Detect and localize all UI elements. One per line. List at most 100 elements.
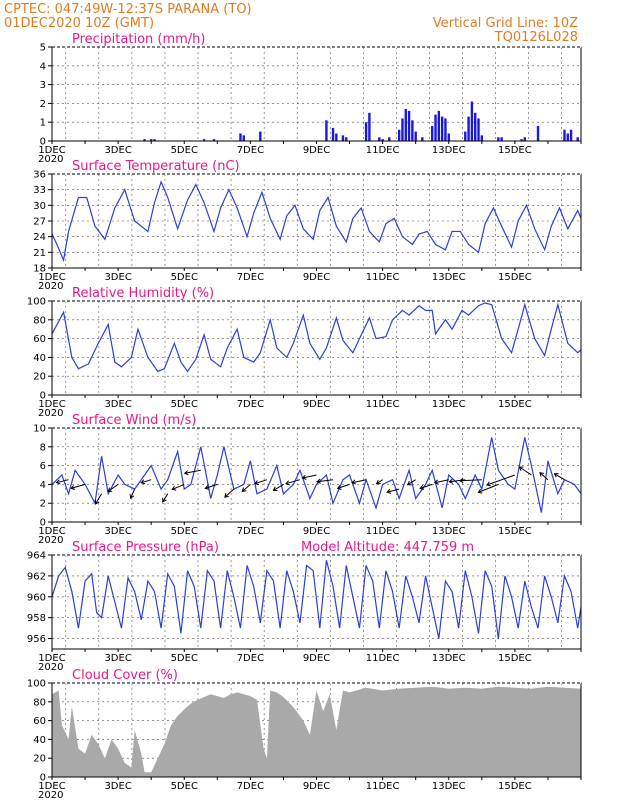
pres-series-line <box>51 560 582 639</box>
precip-bar <box>401 118 404 141</box>
y-tick-label: 100 <box>27 297 46 308</box>
wind-vector-head <box>224 493 229 498</box>
precip-bar <box>431 125 434 141</box>
wind-vector <box>434 479 449 484</box>
y-tick-label: 40 <box>33 735 46 746</box>
x-tick-label: 11DEC <box>366 399 400 410</box>
header-grid-note: Vertical Grid Line: 10Z <box>433 16 578 31</box>
y-tick-label: 80 <box>33 315 46 326</box>
x-tick-label: 15DEC <box>498 526 532 537</box>
precip-bar <box>520 139 523 141</box>
wind-vector-head <box>140 479 146 485</box>
x-tick-label: 1DEC <box>38 272 65 283</box>
precip-bar <box>341 135 345 141</box>
wind-vector <box>337 483 350 489</box>
wind-vector <box>184 469 201 474</box>
y-tick-label: 0 <box>40 773 46 784</box>
y-tick-label: 0 <box>40 518 46 529</box>
y-tick-label: 4 <box>40 61 46 72</box>
y-tick-label: 80 <box>33 697 46 708</box>
x-tick-label: 5DEC <box>171 399 198 410</box>
precip-bar <box>397 129 401 141</box>
x-tick-label: 1DEC <box>38 781 65 792</box>
precip-bar <box>523 137 526 141</box>
x-tick-label: 15DEC <box>498 653 532 664</box>
wind-vector-head <box>55 479 61 485</box>
x-tick-label: 11DEC <box>366 145 400 156</box>
panel-title: Relative Humidity (%) <box>72 286 214 301</box>
wind-vector-head <box>375 479 381 485</box>
x-tick-label: 7DEC <box>237 272 264 283</box>
header-code: TQ0126L028 <box>494 30 578 45</box>
x-tick-label: 11DEC <box>366 653 400 664</box>
wind-vector <box>242 484 251 492</box>
precip-bar <box>470 101 474 141</box>
x-tick-label: 9DEC <box>303 272 330 283</box>
wind-vector <box>478 483 499 493</box>
y-tick-label: 100 <box>27 679 46 690</box>
wind-vector <box>285 479 301 485</box>
wind-vector-head <box>539 472 544 477</box>
x-tick-label: 7DEC <box>237 145 264 156</box>
wind-vector-head <box>94 499 100 505</box>
y-tick-label: 6 <box>40 461 46 472</box>
x-tick-label: 3DEC <box>104 272 131 283</box>
x-tick-label: 13DEC <box>432 145 466 156</box>
y-tick-label: 960 <box>27 592 46 603</box>
panel-precip: 0 1 2 3 4 5 1DEC 3DEC 5DEC 7DEC 9DEC 11DEC 13DEC 15DE… <box>38 32 582 165</box>
x-tick-label: 13DEC <box>432 781 466 792</box>
wind-vector-head <box>477 488 483 494</box>
plot-frame <box>51 46 582 142</box>
wind-vector-head <box>285 480 290 486</box>
precip-bar <box>569 129 573 141</box>
precip-bar <box>414 131 417 141</box>
x-tick-label: 9DEC <box>303 399 330 410</box>
wind-vector <box>205 483 218 489</box>
wind-vector <box>376 479 383 485</box>
precip-bar <box>143 139 146 141</box>
x-tick-label: 13DEC <box>432 526 466 537</box>
x-tick-label: 3DEC <box>104 781 131 792</box>
wind-vector-head <box>518 466 524 471</box>
wind-vector <box>449 479 466 483</box>
precip-bar <box>407 110 411 141</box>
header-location: CPTEC: 047:49W-12:37S PARANA (TO) <box>4 2 252 17</box>
y-tick-label: 0 <box>40 137 46 148</box>
wind-vector <box>107 483 119 492</box>
precip-bar <box>364 122 368 141</box>
panel-cloud: 0 20 40 60 80 100 1DEC 3DEC 5DEC 7DEC 9DEC 11DEC 13D… <box>27 668 582 800</box>
panel-wind: 0 2 4 6 8 10 1DEC 3DEC 5DEC 7DEC 9DEC 11DEC 13DEC 15D… <box>33 413 582 546</box>
y-tick-label: 30 <box>33 201 46 212</box>
panel-temp: 18 21 24 27 30 33 36 1DEC 3DEC 5DEC 7DEC 9DEC 11DEC 1… <box>33 159 582 292</box>
wind-vector <box>351 479 367 484</box>
wind-vector-head <box>204 484 210 490</box>
precip-bar <box>497 137 500 141</box>
temp-series-line <box>51 180 582 263</box>
wind-vector <box>387 488 400 493</box>
wind-vector <box>141 479 152 484</box>
year-label: 2020 <box>38 535 63 546</box>
y-tick-label: 10 <box>33 424 46 435</box>
precip-bar <box>259 131 262 141</box>
x-tick-label: 15DEC <box>498 399 532 410</box>
x-tick-label: 5DEC <box>171 272 198 283</box>
y-tick-label: 60 <box>33 334 46 345</box>
rh-series-line <box>51 302 582 373</box>
precip-bar <box>335 133 338 141</box>
wind-vector-head <box>386 488 392 494</box>
x-tick-label: 1DEC <box>38 526 65 537</box>
x-tick-label: 9DEC <box>303 145 330 156</box>
wind-vector <box>519 466 532 476</box>
wind-vector <box>95 493 103 505</box>
precip-bar <box>212 139 216 141</box>
plot-frame <box>51 173 582 269</box>
wind-vector-head <box>336 484 342 490</box>
x-tick-label: 11DEC <box>366 272 400 283</box>
precip-bar <box>434 114 437 141</box>
precip-bar <box>563 129 566 141</box>
wind-vector <box>224 488 235 498</box>
y-tick-label: 20 <box>33 372 46 383</box>
precip-bar <box>467 116 470 141</box>
precip-bar <box>388 137 391 141</box>
